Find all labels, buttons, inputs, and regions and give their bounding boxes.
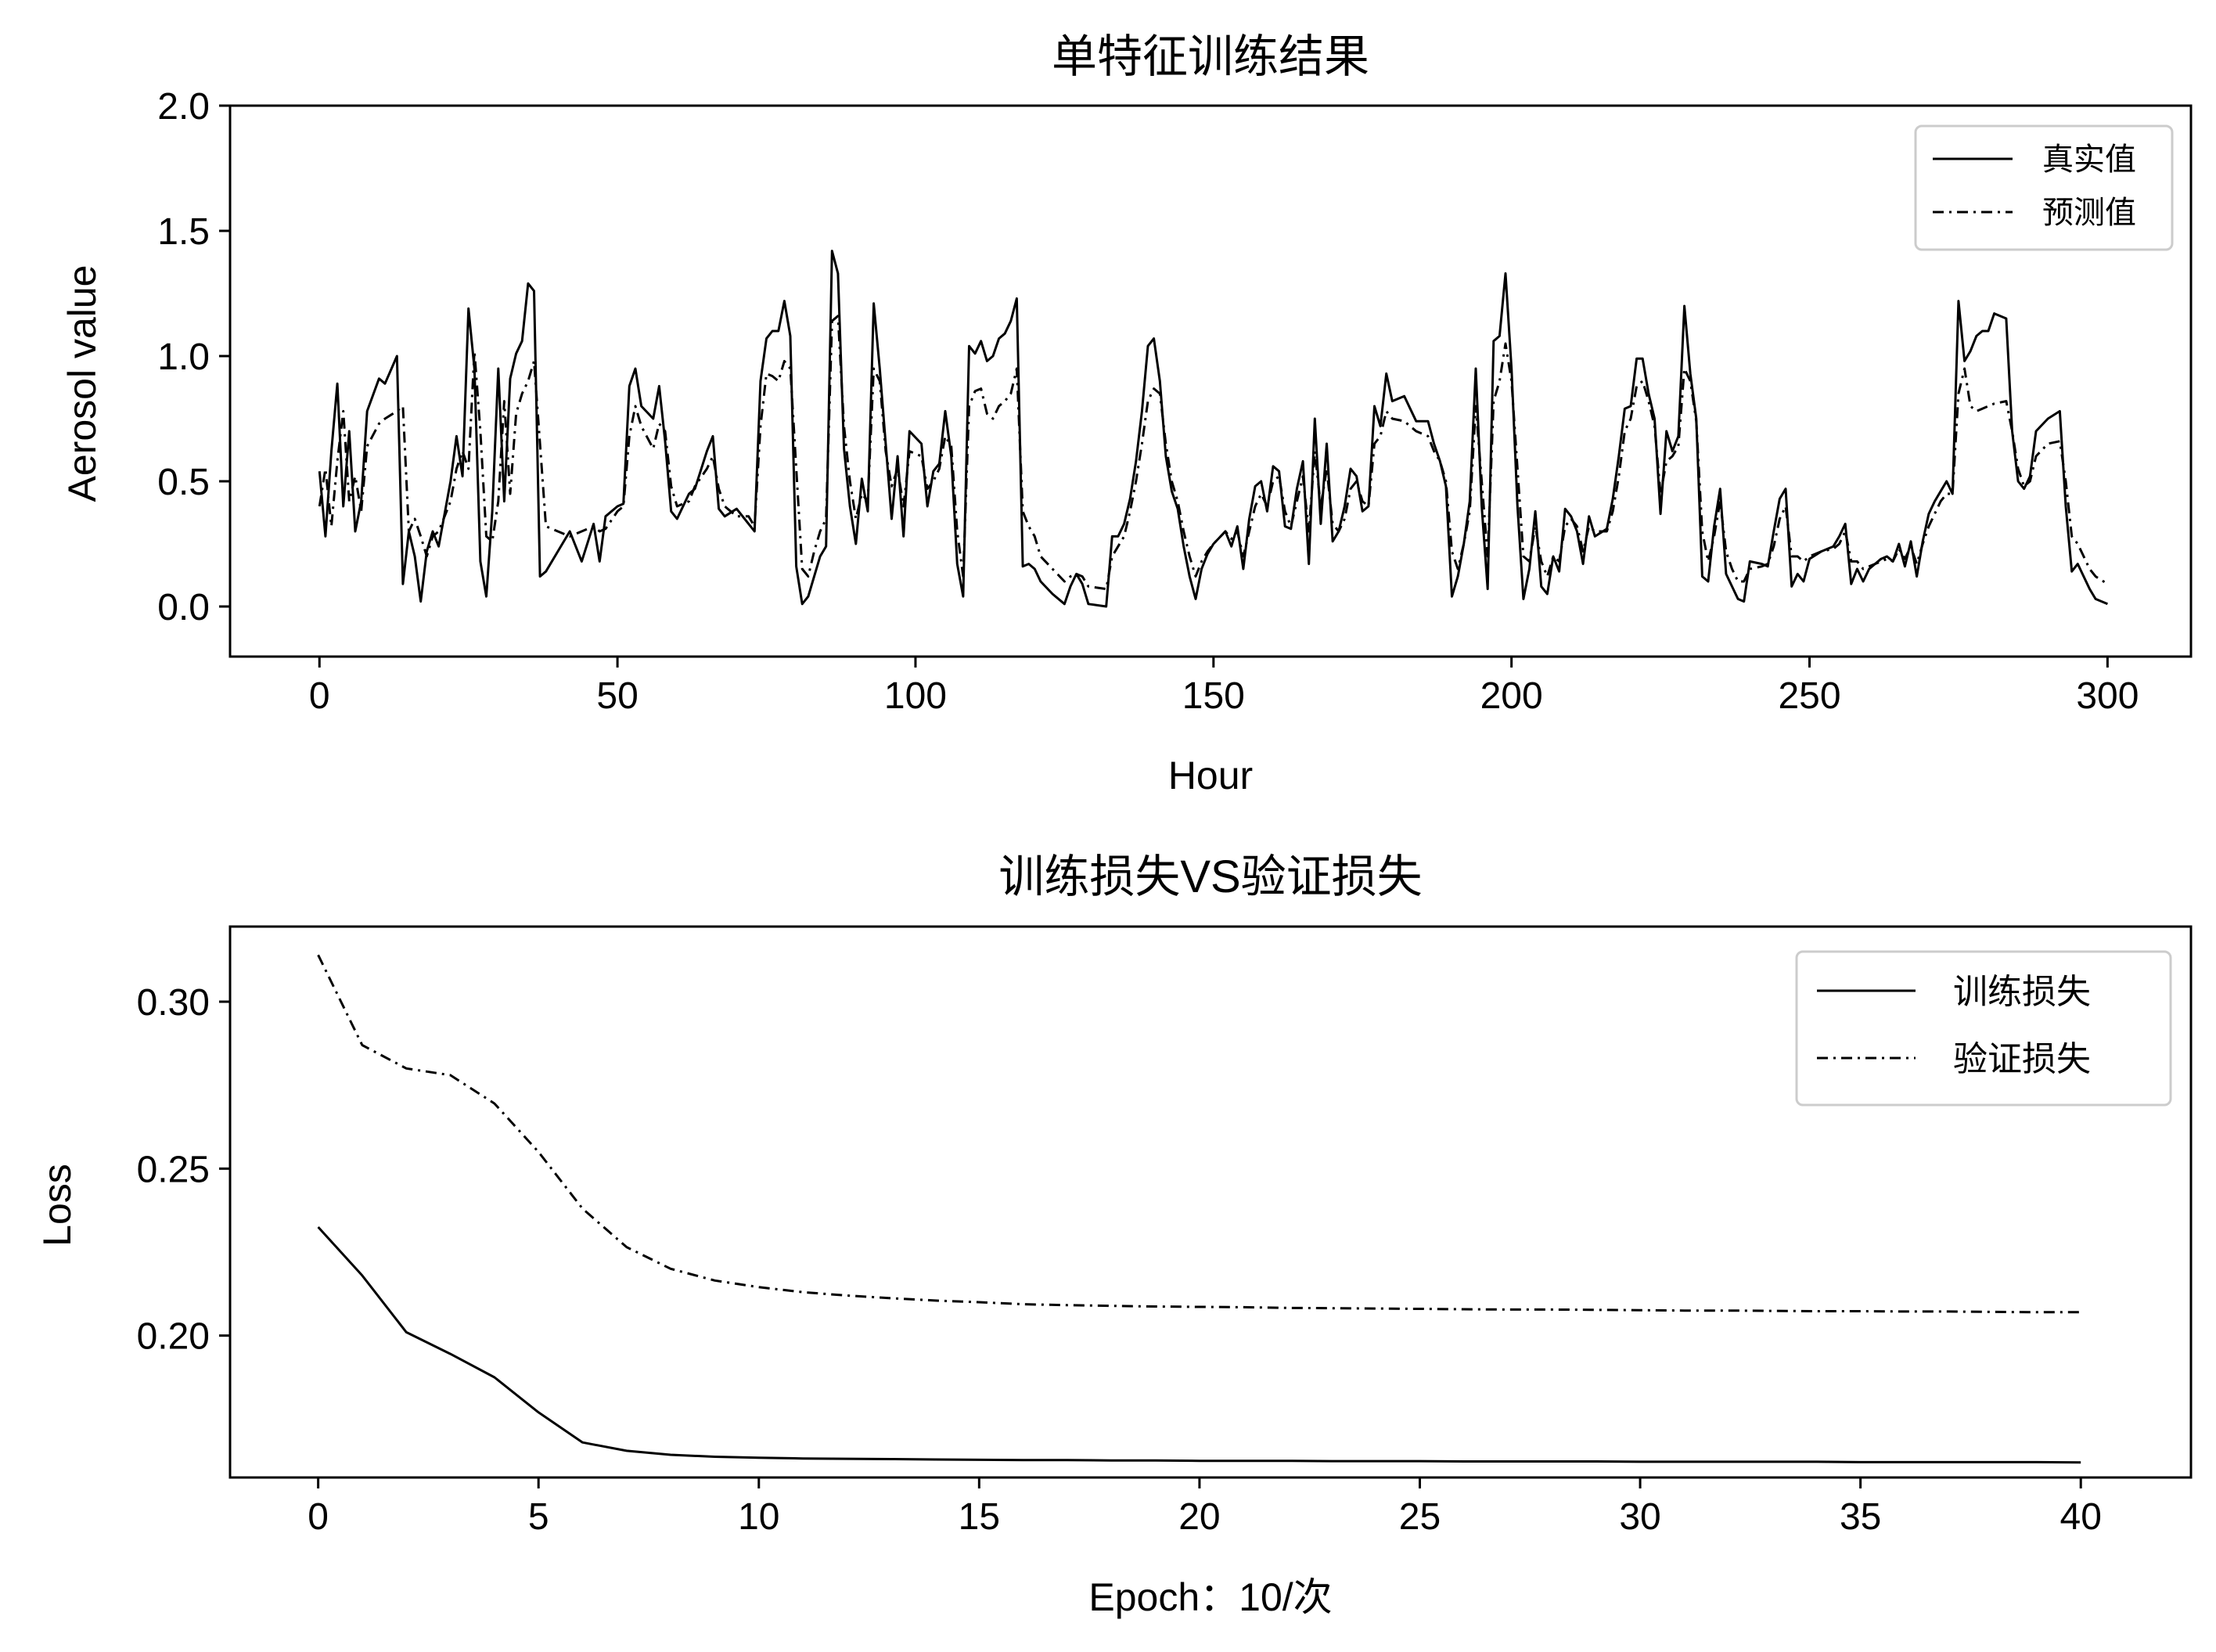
bottom-chart-title: 训练损失VS验证损失 xyxy=(998,851,1422,902)
top-xtick-label: 100 xyxy=(884,675,947,717)
top-xtick-label: 200 xyxy=(1480,675,1543,717)
top-xtick-label: 50 xyxy=(596,675,638,717)
bottom-xtick-label: 15 xyxy=(959,1496,1000,1538)
bottom-xtick-label: 20 xyxy=(1178,1496,1220,1538)
top-xtick-label: 150 xyxy=(1182,675,1245,717)
top-series-line-1 xyxy=(318,315,2109,591)
top-chart-frame xyxy=(228,104,2193,658)
bottom-chart-legend: 训练损失 验证损失 xyxy=(1795,950,2172,1107)
top-chart-series xyxy=(318,250,2109,608)
top-ytick-label: 1.5 xyxy=(157,211,210,253)
bottom-ytick-label: 0.25 xyxy=(137,1149,210,1190)
bottom-chart-xlabel: Epoch：10/次 xyxy=(1088,1575,1332,1619)
top-ytick-label: 0.0 xyxy=(157,587,210,628)
top-ytick-label: 2.0 xyxy=(157,86,210,128)
top-chart-ticks: 0 50 100 150 200 250 300 0.0 0.5 1.0 1.5 2.0 xyxy=(157,86,2139,717)
top-chart-title: 单特征训练结果 xyxy=(1052,31,1369,82)
top-chart-legend: 真实值 预测值 xyxy=(1914,124,2174,251)
bottom-xtick-label: 30 xyxy=(1619,1496,1660,1538)
bottom-ytick-label: 0.30 xyxy=(137,982,210,1024)
bottom-xtick-label: 0 xyxy=(308,1496,329,1538)
bottom-xtick-label: 5 xyxy=(528,1496,549,1538)
bottom-chart-series xyxy=(317,954,2081,1464)
top-chart: 单特征训练结果 Hour Aerosol value 0 50 100 150 200 2… xyxy=(60,31,2193,797)
bottom-series-line-1 xyxy=(317,954,2081,1314)
top-legend-label-1: 预测值 xyxy=(2042,196,2136,230)
top-chart-legend-box xyxy=(1914,124,2174,251)
top-xtick-label: 300 xyxy=(2076,675,2139,717)
bottom-xtick-label: 25 xyxy=(1399,1496,1441,1538)
bottom-xtick-label: 40 xyxy=(2060,1496,2102,1538)
top-chart-xlabel: Hour xyxy=(1168,754,1253,797)
bottom-chart-ylabel: Loss xyxy=(35,1164,79,1247)
bottom-xtick-label: 10 xyxy=(738,1496,779,1538)
bottom-chart-frame xyxy=(228,925,2193,1479)
top-ytick-label: 1.0 xyxy=(157,337,210,378)
top-xtick-label: 0 xyxy=(309,675,330,717)
bottom-chart-ticks: 0 5 10 15 20 25 30 35 40 0.20 0.25 0.30 xyxy=(137,982,2102,1538)
top-chart-ylabel: Aerosol value xyxy=(60,265,104,502)
bottom-chart: 训练损失VS验证损失 Epoch：10/次 Loss 0 5 10 15 20 25 30 3… xyxy=(35,851,2193,1619)
bottom-ytick-label: 0.20 xyxy=(137,1316,210,1358)
top-series-line-0 xyxy=(318,250,2108,608)
top-xtick-label: 250 xyxy=(1778,675,1840,717)
bottom-xtick-label: 35 xyxy=(1840,1496,1881,1538)
bottom-legend-label-0: 训练损失 xyxy=(1953,973,2091,1011)
top-legend-label-0: 真实值 xyxy=(2042,142,2136,177)
bottom-legend-label-1: 验证损失 xyxy=(1953,1040,2091,1078)
top-ytick-label: 0.5 xyxy=(157,462,210,503)
bottom-series-line-0 xyxy=(317,1226,2081,1464)
